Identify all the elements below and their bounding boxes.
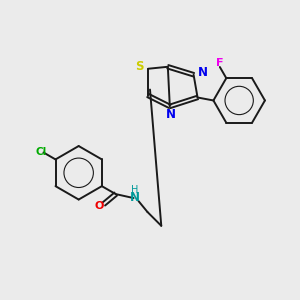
Text: S: S	[135, 60, 143, 73]
Text: N: N	[130, 190, 140, 204]
Text: Cl: Cl	[36, 148, 47, 158]
Text: N: N	[166, 108, 176, 121]
Text: O: O	[94, 201, 104, 211]
Text: F: F	[216, 58, 224, 68]
Text: H: H	[131, 185, 138, 195]
Text: N: N	[197, 66, 208, 79]
